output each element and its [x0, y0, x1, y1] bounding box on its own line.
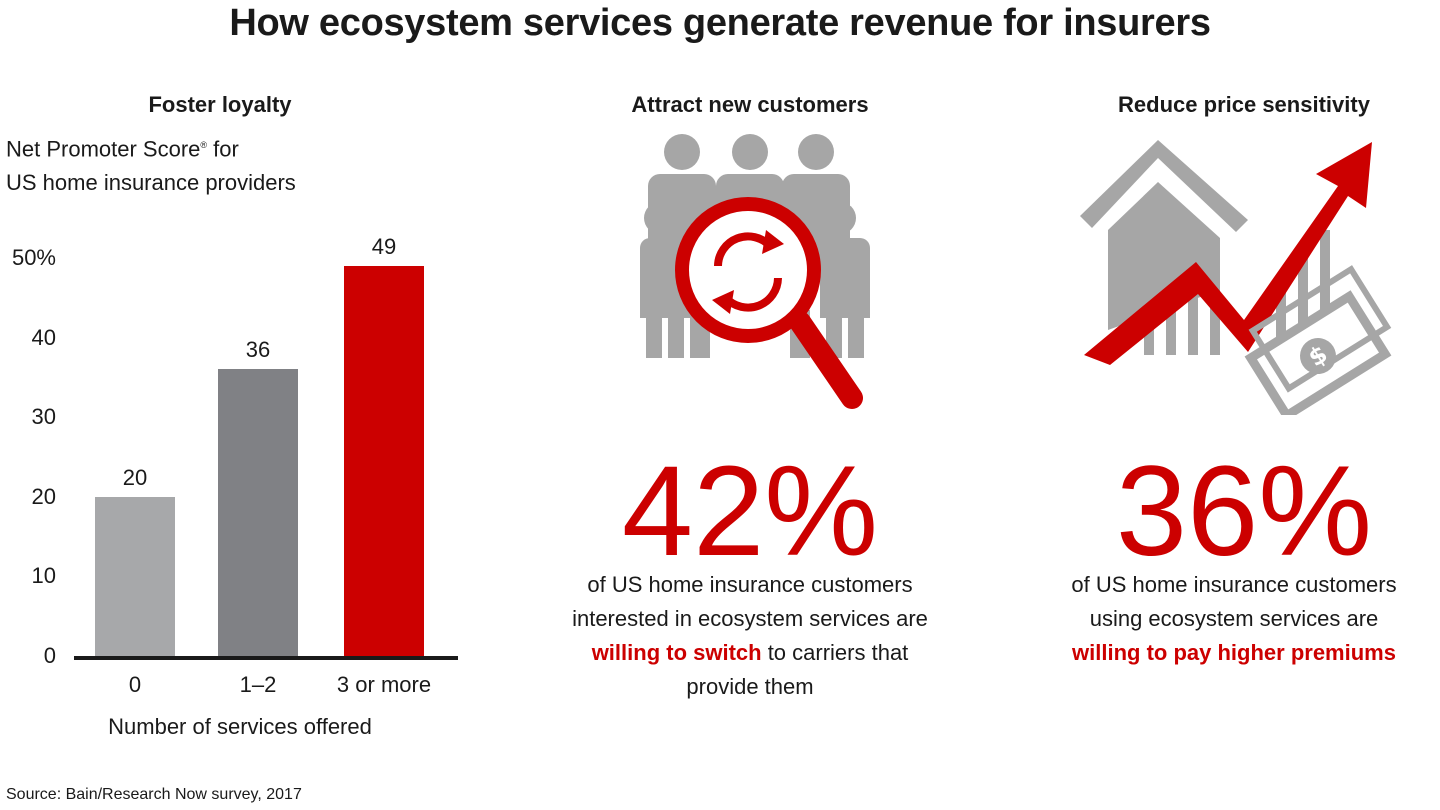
panel3-line2: using ecosystem services are [1089, 606, 1379, 631]
panel3-line1: of US home insurance customers [1071, 572, 1397, 597]
panel3-heading: Reduce price sensitivity [1118, 92, 1370, 117]
bar-chart: 0 10 20 30 40 50% 20 0 36 1–2 49 3 or more [0, 0, 480, 810]
panel2-line2: interested in ecosystem services are [572, 606, 928, 631]
y-tick-label: 20 [31, 483, 56, 509]
panel2-line1: of US home insurance customers [587, 572, 913, 597]
chart-subtitle-line1: Net Promoter Score [6, 136, 201, 162]
registered-mark: ® [200, 140, 208, 150]
stat-36: 36% [1115, 440, 1373, 583]
bar-value-label: 49 [371, 233, 397, 259]
source-note: Source: Bain/Research Now survey, 2017 [6, 786, 302, 803]
bar-value-label: 20 [122, 464, 148, 490]
chart-subtitle-line1-end: for [207, 136, 239, 162]
bar-value-label: 36 [245, 337, 271, 363]
panel3-description: of US home insurance customers using eco… [1014, 568, 1440, 670]
panel1-heading: Foster loyalty [148, 92, 292, 117]
y-tick-label: 30 [31, 404, 56, 430]
x-tick-label: 1–2 [239, 672, 277, 697]
house-arrow-money-icon: $ [1080, 140, 1392, 415]
panel3-emphasis: willing to pay higher premiums [1072, 640, 1396, 665]
y-tick-label: 0 [43, 643, 56, 668]
people-magnifier-refresh-icon [640, 134, 870, 409]
panel2-line3: to carriers that [761, 640, 909, 665]
bar [95, 496, 175, 656]
x-axis-line [74, 656, 458, 660]
y-tick-label: 50% [11, 245, 56, 270]
chart-subtitle: Net Promoter Score® for US home insuranc… [6, 128, 296, 200]
bar [218, 369, 298, 656]
page-title: How ecosystem services generate revenue … [229, 2, 1211, 44]
panel2-line4: provide them [686, 674, 814, 699]
x-tick-label: 3 or more [336, 672, 432, 697]
panel2-heading: Attract new customers [631, 92, 869, 117]
panel2-description: of US home insurance customers intereste… [500, 568, 1000, 704]
y-tick-label: 40 [31, 324, 56, 350]
bar [344, 265, 424, 656]
x-tick-label: 0 [128, 672, 142, 697]
x-axis-title: Number of services offered [108, 714, 372, 739]
panel2-emphasis: willing to switch [591, 640, 762, 665]
y-tick-label: 10 [31, 563, 56, 589]
stat-42: 42% [621, 440, 879, 583]
chart-subtitle-line2: US home insurance providers [6, 170, 296, 196]
